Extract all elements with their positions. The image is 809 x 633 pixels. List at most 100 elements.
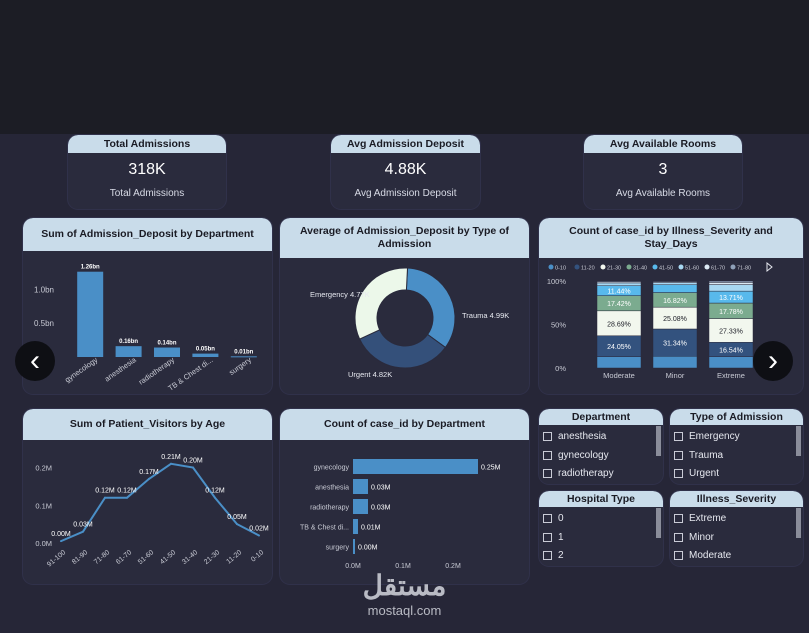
- checkbox[interactable]: [543, 469, 552, 478]
- slicer-option[interactable]: Urgent: [674, 468, 719, 479]
- x-tick-label: Minor: [666, 371, 685, 380]
- segment-label: 16.82%: [663, 298, 687, 305]
- slicer-scrollbar[interactable]: [656, 426, 661, 456]
- slicer-option[interactable]: Moderate: [674, 550, 731, 561]
- checkbox[interactable]: [543, 533, 552, 542]
- legend-marker: [548, 264, 554, 270]
- data-label: 0.00M: [358, 545, 378, 552]
- legend-label: 51-60: [685, 266, 699, 272]
- segment-label: 31.34%: [663, 341, 687, 348]
- checkbox[interactable]: [674, 432, 683, 441]
- x-tick-label: surgery: [227, 355, 253, 377]
- segment-label: 13.71%: [719, 295, 743, 302]
- next-slide-button[interactable]: ›: [753, 341, 793, 381]
- stack-segment: [596, 310, 642, 337]
- bar: [230, 356, 257, 358]
- y-tick-label: 1.0bn: [34, 285, 54, 294]
- slicer-scrollbar[interactable]: [796, 508, 801, 538]
- checkbox[interactable]: [543, 514, 552, 523]
- legend-label: 61-70: [711, 266, 725, 272]
- x-tick-label: anesthesia: [103, 355, 139, 384]
- data-label: 0.03M: [73, 522, 93, 529]
- checkbox[interactable]: [543, 432, 552, 441]
- checkbox[interactable]: [674, 533, 683, 542]
- legend-marker: [626, 264, 632, 270]
- slicer-option[interactable]: gynecology: [543, 450, 609, 461]
- slicer-scrollbar[interactable]: [656, 508, 661, 538]
- y-tick-label: 100%: [547, 277, 567, 286]
- slice-label: Trauma 4.99K: [462, 311, 509, 320]
- slicer-option[interactable]: anesthesia: [543, 431, 606, 442]
- x-tick-label: 71-80: [93, 549, 111, 566]
- kpi-label: Avg Admission Deposit: [354, 188, 457, 199]
- bar: [353, 459, 478, 474]
- y-tick-label: TB & Chest di...: [300, 525, 349, 532]
- data-label: 0.12M: [117, 488, 137, 495]
- stack-segment: [652, 282, 698, 285]
- data-label: 0.03M: [371, 485, 391, 492]
- slicer-scrollbar[interactable]: [796, 426, 801, 456]
- kpi-label: Total Admissions: [109, 188, 185, 199]
- x-tick-label: gynecology: [63, 355, 99, 384]
- kpi-total-admissions: Total Admissions 318K Total Admissions: [68, 135, 226, 209]
- x-tick-label: 51-60: [137, 549, 155, 566]
- checkbox[interactable]: [674, 514, 683, 523]
- segment-label: 11.44%: [607, 289, 630, 296]
- data-label: 0.01bn: [234, 349, 253, 355]
- data-point: [148, 477, 150, 480]
- stack-segment: [652, 284, 698, 293]
- slicer-option[interactable]: 2: [543, 550, 564, 561]
- checkbox[interactable]: [674, 469, 683, 478]
- slicer-option[interactable]: Extreme: [674, 513, 726, 524]
- data-label: 0.03M: [371, 505, 391, 512]
- bar: [353, 499, 368, 514]
- cases-by-department-card[interactable]: Count of case_id by Department gynecolog…: [280, 409, 529, 584]
- slicer-option[interactable]: 1: [543, 532, 564, 543]
- slicer-title: Type of Admission: [670, 409, 803, 425]
- checkbox[interactable]: [543, 551, 552, 560]
- data-label: 0.14bn: [157, 341, 176, 347]
- checkbox[interactable]: [674, 551, 683, 560]
- chart-title: Average of Admission_Deposit by Type of …: [280, 218, 529, 258]
- y-tick-label: 0.0M: [35, 539, 52, 548]
- segment-label: 27.33%: [719, 328, 743, 335]
- prev-slide-button[interactable]: ‹: [15, 341, 55, 381]
- slicer-option[interactable]: Minor: [674, 532, 714, 543]
- legend-label: 0-10: [555, 266, 566, 272]
- checkbox[interactable]: [543, 451, 552, 460]
- segment-label: 28.69%: [607, 321, 631, 328]
- data-label: 0.21M: [161, 454, 181, 461]
- slicer-option[interactable]: radiotherapy: [543, 468, 614, 479]
- stack-segment: [652, 356, 698, 369]
- x-tick-label: 0.1M: [395, 563, 411, 570]
- kpi-label: Avg Available Rooms: [615, 188, 711, 199]
- severity-stay-card[interactable]: Count of case_id by Illness_Severity and…: [539, 218, 803, 394]
- bar: [115, 346, 142, 357]
- x-tick-label: 61-70: [115, 549, 133, 566]
- checkbox[interactable]: [674, 451, 683, 460]
- donut-slice: [354, 267, 409, 340]
- data-point: [126, 496, 128, 499]
- slicer-title: Hospital Type: [539, 491, 663, 507]
- watermark-latin: mostaql.com: [367, 603, 442, 618]
- data-point: [82, 530, 84, 533]
- legend-marker: [704, 264, 710, 270]
- donut-slice: [405, 267, 456, 349]
- visitors-by-age-chart: 0.0M 0.1M 0.2M 0.00M 91-100 0.03M 81-90 0.12M 71…: [35, 454, 269, 569]
- kpi-avg-rooms: Avg Available Rooms 3 Avg Available Room…: [584, 135, 742, 209]
- legend-label: 41-50: [659, 266, 673, 272]
- slicer-title: Illness_Severity: [670, 491, 803, 507]
- slicer-option[interactable]: 0: [543, 513, 564, 524]
- slicer-option[interactable]: Trauma: [674, 450, 723, 461]
- deposit-by-department-card[interactable]: Sum of Admission_Deposit by Department 0…: [23, 218, 272, 394]
- chart-title: Sum of Patient_Visitors by Age: [23, 409, 272, 440]
- data-label: 0.12M: [95, 488, 115, 495]
- visitors-by-age-card[interactable]: Sum of Patient_Visitors by Age 0.0M 0.1M 0…: [23, 409, 272, 584]
- slicer-option[interactable]: Emergency: [674, 431, 740, 442]
- data-label: 0.02M: [249, 525, 269, 532]
- kpi-value: 4.88K: [384, 161, 427, 178]
- x-tick-label: 81-90: [71, 549, 89, 566]
- deposit-by-type-card[interactable]: Average of Admission_Deposit by Type of …: [280, 218, 529, 394]
- x-tick-label: 21-30: [203, 549, 221, 566]
- y-tick-label: 0.1M: [35, 501, 52, 510]
